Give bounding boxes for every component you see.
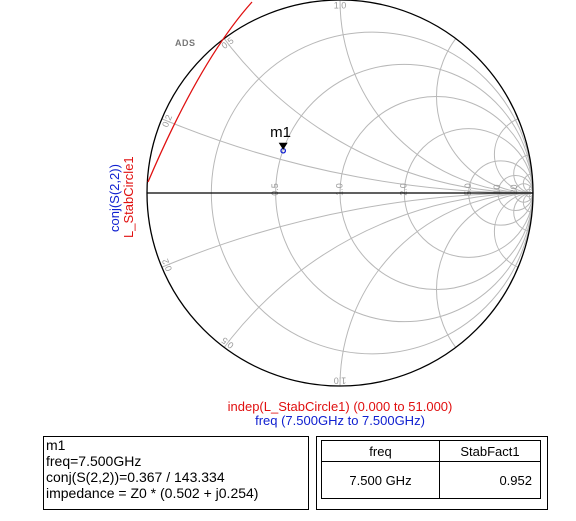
reactance-arc	[528, 192, 533, 202]
reactance-arc	[147, 192, 533, 386]
marker-readout[interactable]: m1 freq=7.500GHz conj(S(2,2))=0.367 / 14…	[43, 436, 309, 510]
reactance-label: 1.0	[334, 375, 347, 385]
x-label-indep: indep(L_StabCircle1) (0.000 to 51.000)	[227, 399, 453, 414]
marker-line-freq: freq=7.500GHz	[46, 453, 142, 469]
resistance-label: 10	[492, 185, 502, 195]
resistance-label: 1.0	[334, 183, 344, 196]
table-row: 7.500 GHz 0.952	[321, 461, 541, 499]
reactance-arc	[147, 0, 533, 194]
x-label-freq: freq (7.500GHz to 7.500GHz)	[255, 413, 425, 428]
table-cell-freq: 7.500 GHz	[321, 461, 440, 499]
reactance-arc	[147, 192, 533, 386]
resistance-label: 2.0	[399, 183, 409, 196]
y-axis-labels: conj(S(2,2)) L_StabCircle1	[101, 150, 141, 250]
table-header-stabfact: StabFact1	[439, 440, 541, 462]
ads-watermark: ADS	[175, 38, 196, 48]
marker-label[interactable]: m1	[270, 123, 292, 141]
reactance-arc	[436, 0, 533, 194]
resistance-label: 0.5	[270, 183, 280, 196]
resistance-label: 20	[509, 185, 519, 195]
reactance-arc	[339, 0, 533, 194]
reactance-label: 0.5	[220, 35, 236, 51]
marker-triangle-icon	[278, 142, 288, 150]
stab-circle-trace	[147, 1, 253, 183]
table-cell-stabfact: 0.952	[439, 461, 541, 499]
y-label-conj: conj(S(2,2))	[107, 164, 122, 232]
smith-chart: 0.5 1.0 2.0 5.0 10 20 1.0 0.5 0.2 0.2 0.5 1.0	[146, 0, 534, 387]
reactance-label: 0.2	[160, 257, 174, 272]
reactance-arc	[513, 192, 533, 233]
marker-line-value: conj(S(2,2))=0.367 / 143.334	[46, 469, 225, 485]
reactance-label: 1.0	[334, 1, 347, 11]
reactance-label: 0.2	[160, 113, 174, 128]
reactance-arc	[513, 153, 533, 194]
table-header-freq: freq	[321, 440, 440, 462]
reactance-arc	[436, 192, 533, 386]
marker-line-impedance: impedance = Z0 * (0.502 + j0.254)	[46, 485, 259, 501]
reactance-label: 0.5	[220, 335, 236, 351]
marker-line-name: m1	[46, 437, 66, 453]
data-table[interactable]: freq StabFact1 7.500 GHz 0.952	[316, 436, 548, 510]
y-label-stabcircle: L_StabCircle1	[121, 156, 136, 238]
reactance-arc	[528, 184, 533, 194]
resistance-label: 5.0	[463, 183, 473, 196]
